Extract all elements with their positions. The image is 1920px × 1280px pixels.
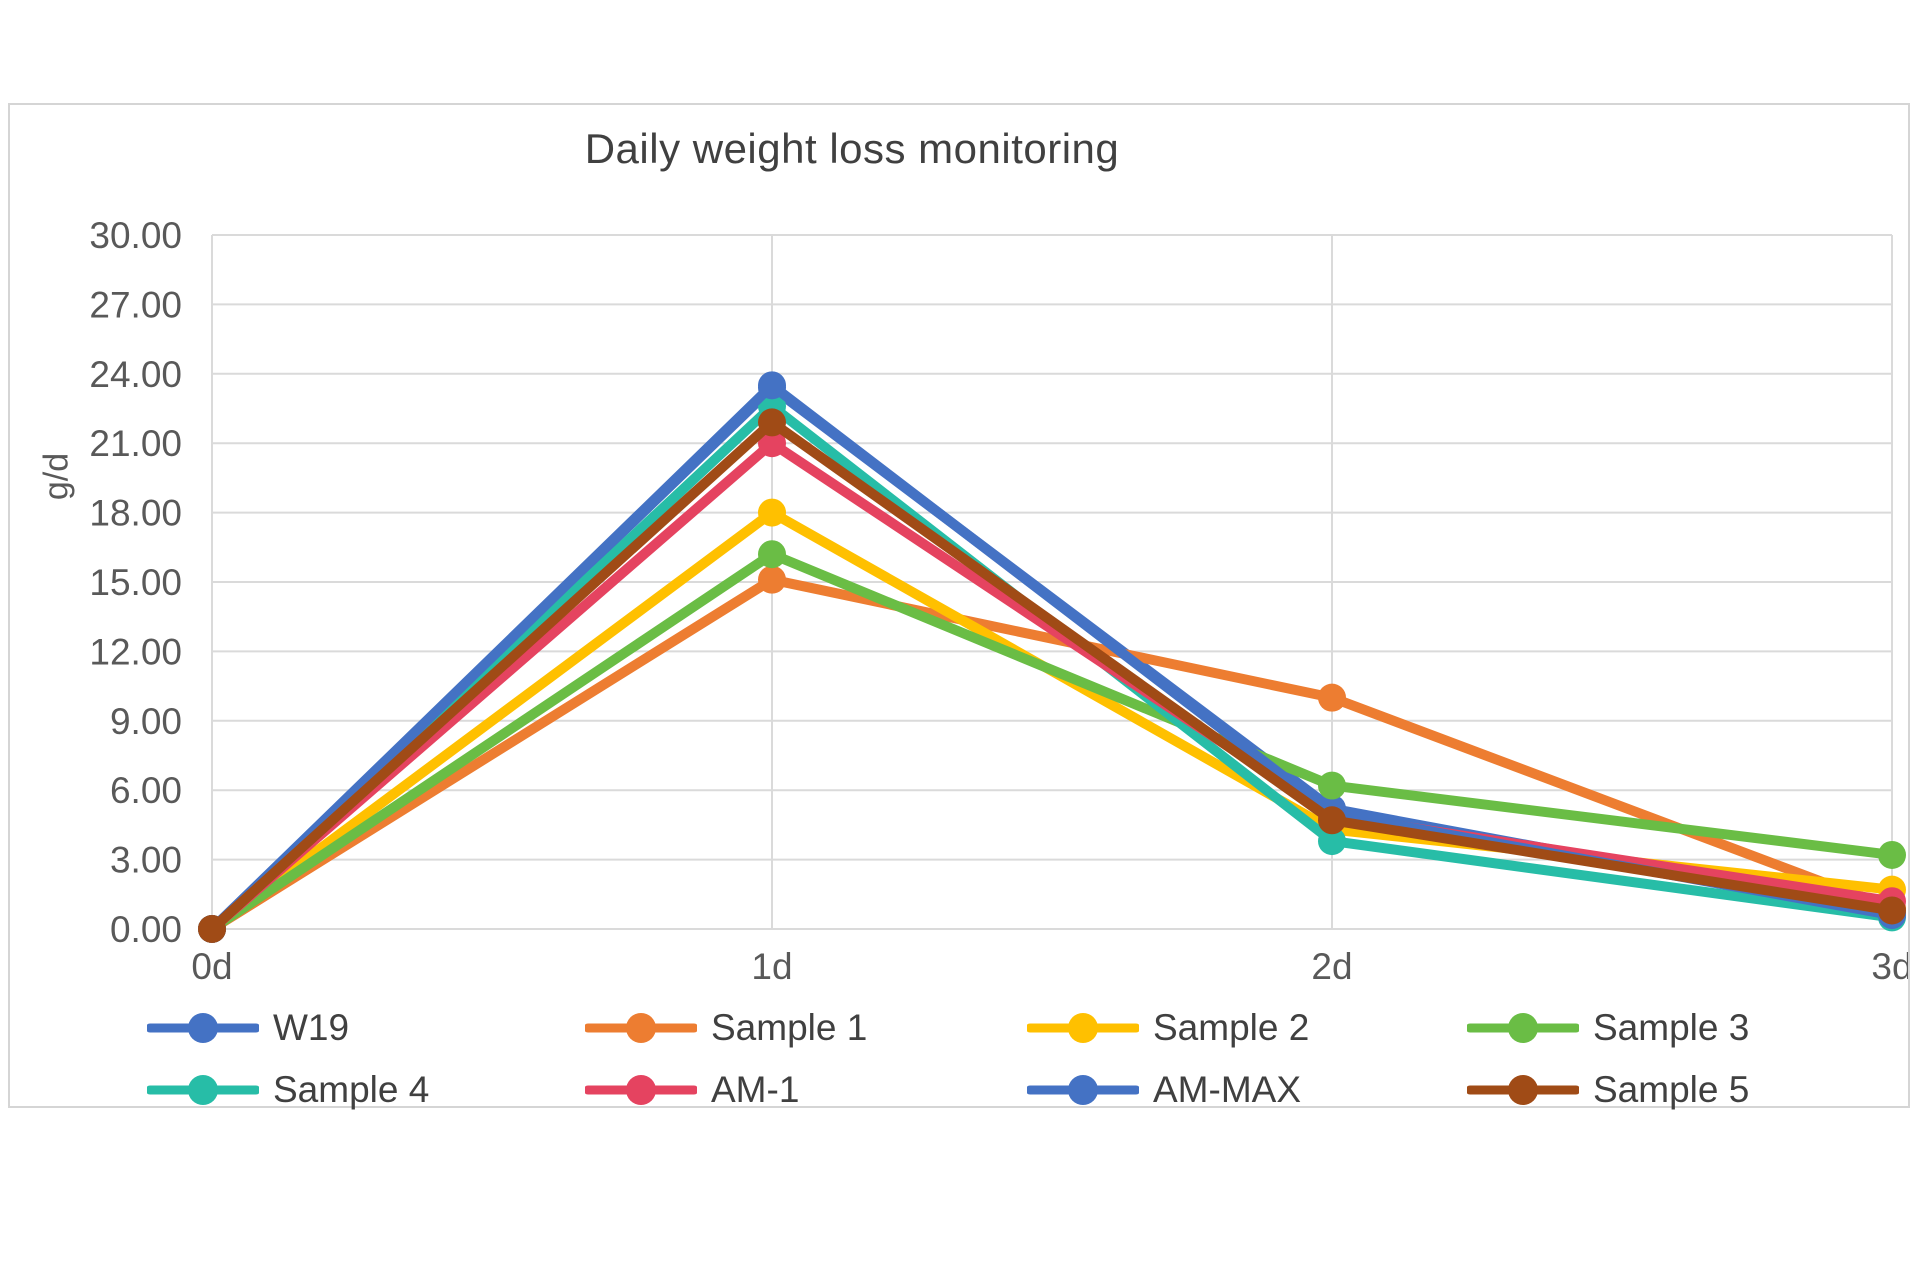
series-AM-MAX (198, 371, 1906, 943)
y-tick-label: 3.00 (110, 840, 182, 881)
y-tick-label: 12.00 (89, 631, 182, 672)
x-tick-label: 1d (751, 946, 792, 987)
series-W19 (198, 373, 1906, 943)
series-line-Sample 3 (207, 549, 1897, 934)
series-Sample 5 (198, 408, 1906, 943)
y-tick-label: 21.00 (89, 423, 182, 464)
series-marker-Sample 5 (1878, 896, 1906, 925)
series-line-AM-MAX (207, 380, 1897, 934)
series-line-AM-1 (207, 438, 1897, 934)
series-marker-Sample 1 (758, 565, 786, 594)
chart-title: Daily weight loss monitoring (584, 125, 1120, 172)
y-tick-label: 15.00 (89, 562, 182, 603)
series-AM-1 (198, 429, 1906, 943)
series-marker-Sample 3 (1318, 771, 1346, 800)
series-marker-Sample 1 (1318, 683, 1346, 712)
y-tick-label: 18.00 (89, 493, 182, 534)
y-tick-label: 6.00 (110, 770, 182, 811)
x-tick-label: 3d (1871, 946, 1908, 987)
series-marker-Sample 3 (1878, 840, 1906, 869)
series-marker-AM-MAX (758, 371, 786, 400)
y-tick-label: 30.00 (89, 215, 182, 256)
series-marker-Sample 5 (198, 915, 226, 943)
x-tick-label: 2d (1311, 946, 1352, 987)
series-marker-AM-1 (758, 429, 786, 458)
series-marker-Sample 3 (758, 540, 786, 569)
y-axis-ticks: 0.00 3.00 6.00 9.00 12.00 15.00 18.00 21.00 24.0… (89, 215, 182, 950)
x-tick-label: 0d (191, 946, 232, 987)
y-tick-label: 9.00 (110, 701, 182, 742)
y-tick-label: 27.00 (89, 284, 182, 325)
y-tick-label: 0.00 (110, 909, 182, 950)
series-line-Sample 5 (207, 417, 1897, 934)
series-line-Sample 1 (207, 574, 1897, 934)
series-line-W19 (207, 382, 1897, 934)
series-marker-Sample 2 (758, 498, 786, 527)
chart-frame: Daily weight loss monitoring g/d 0.00 3.0… (8, 103, 1910, 1110)
series-marker-Sample 4 (1318, 827, 1346, 856)
series-marker-Sample 5 (1318, 806, 1346, 835)
y-tick-label: 24.00 (89, 354, 182, 395)
x-axis-ticks: 0d 1d 2d 3d (191, 946, 1908, 987)
plot-area: 0.00 3.00 6.00 9.00 12.00 15.00 18.00 21.00 24.0… (89, 215, 1908, 987)
series-marker-Sample 5 (758, 408, 786, 437)
gridlines (211, 234, 1893, 930)
